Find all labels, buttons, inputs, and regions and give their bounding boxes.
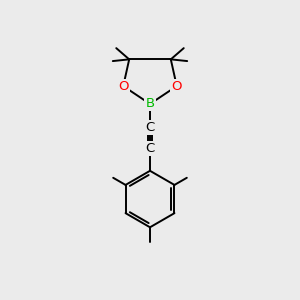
Text: B: B bbox=[146, 98, 154, 110]
Text: C: C bbox=[146, 121, 154, 134]
Text: O: O bbox=[172, 80, 182, 93]
Text: C: C bbox=[146, 142, 154, 155]
Text: O: O bbox=[118, 80, 128, 93]
